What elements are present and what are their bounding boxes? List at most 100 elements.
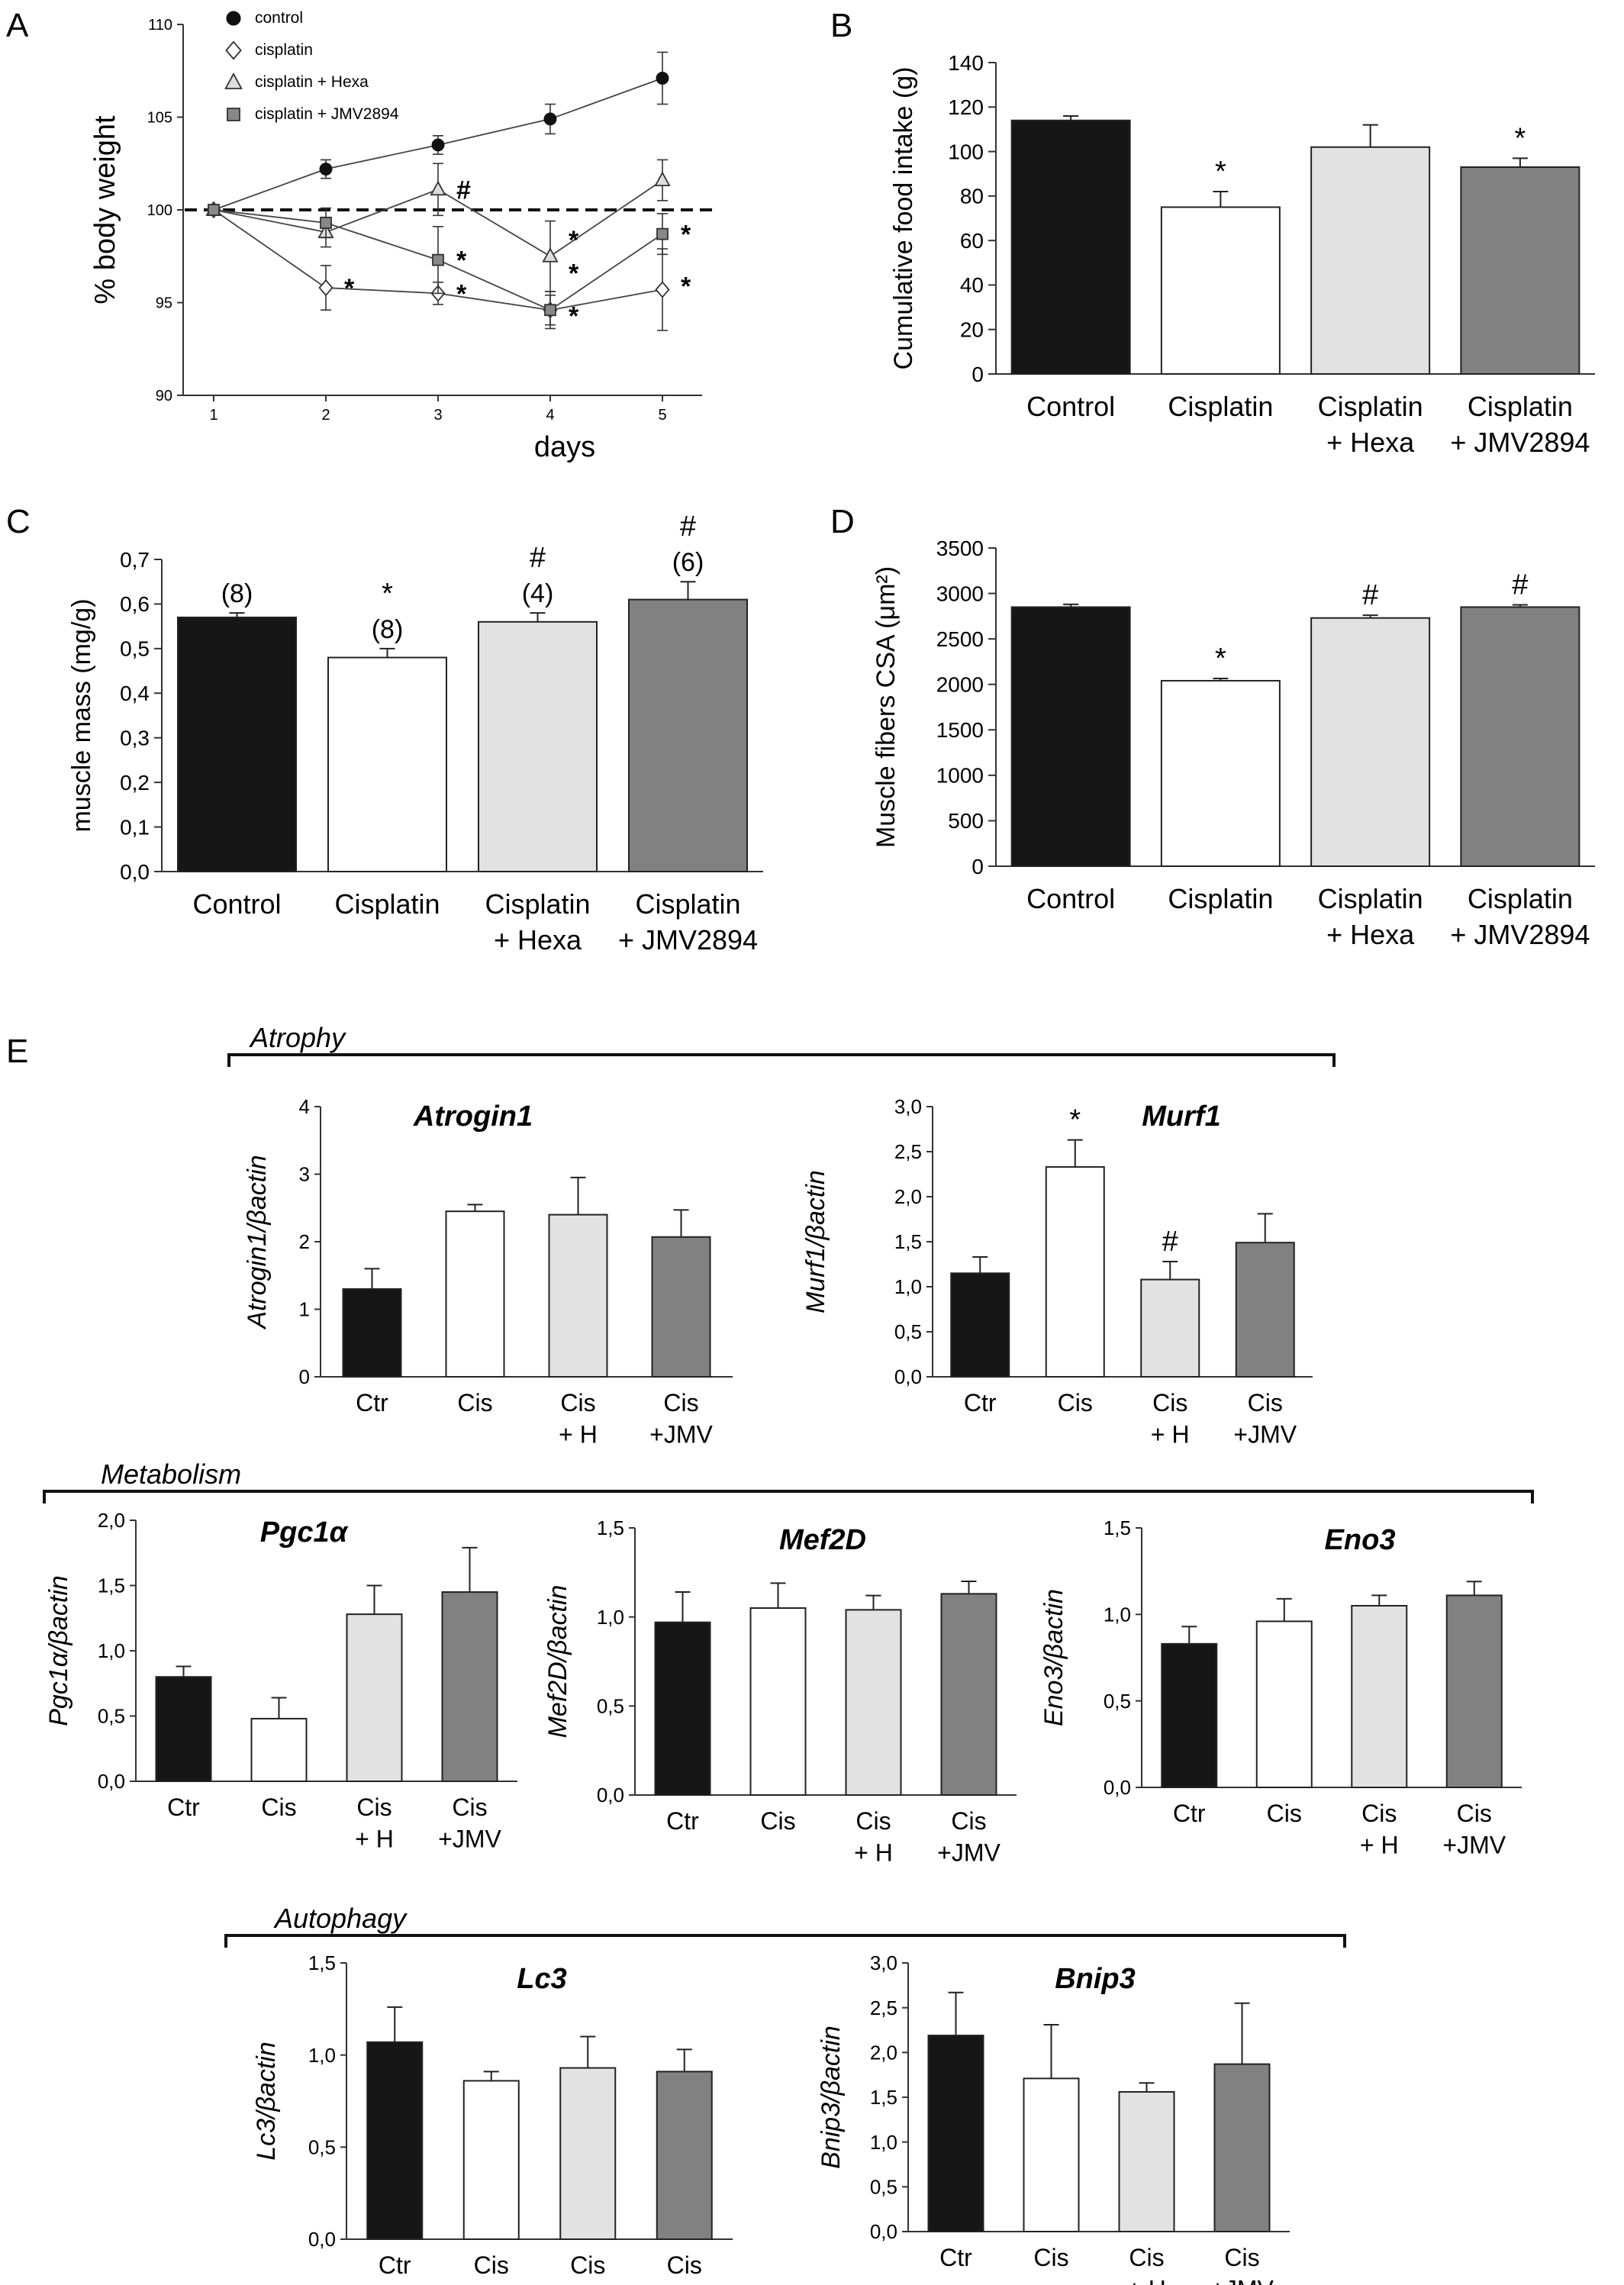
marker-circle (431, 138, 445, 152)
category-label: Cis+JMV (438, 1794, 501, 1853)
bar (548, 1213, 608, 1378)
y-tick-label: 0,5 (1104, 1690, 1131, 1713)
y-tick-label: 0,5 (308, 2135, 336, 2158)
category-label: Cis+JMV (1233, 1389, 1297, 1449)
y-tick-label: 1,5 (894, 1230, 922, 1253)
bar (1118, 2090, 1175, 2232)
y-tick-label: 1,0 (308, 2044, 336, 2067)
n-label: (8) (372, 615, 404, 644)
y-tick-label: 3,0 (894, 1095, 922, 1118)
category-label: Cisplatin (334, 888, 440, 920)
y-tick-label: 0,6 (120, 592, 150, 616)
category-label: Cisplatin + Hexa (485, 888, 590, 956)
marker-square (656, 227, 669, 240)
y-tick-label: 60 (960, 229, 984, 253)
marker-circle (319, 163, 333, 176)
y-tick-label: 90 (156, 388, 172, 404)
category-label: Cisplatin + Hexa (1318, 883, 1423, 950)
chart-title: Eno3 (1325, 1524, 1396, 1556)
significance-mark: * (382, 578, 393, 610)
marker-circle (656, 72, 669, 85)
significance-mark: * (456, 247, 467, 276)
bar (559, 2067, 617, 2241)
y-tick-label: 1,0 (1104, 1603, 1131, 1626)
marker-circle (543, 112, 557, 126)
metabolism-bracket: Metabolism (43, 1458, 1534, 1503)
legend-label: control (255, 9, 303, 27)
legend-label: cisplatin + Hexa (255, 73, 369, 91)
y-tick-label: 1,0 (98, 1639, 125, 1662)
y-axis-label: Lc3/βactin (252, 2042, 281, 2161)
bar (1161, 1642, 1218, 1789)
category-label: Cis+ H (355, 1794, 394, 1853)
y-tick-label: 0,0 (98, 1770, 125, 1793)
chart-b: 0 20 40 60 80 100 120 140 Cumulative food intake… (889, 51, 1595, 458)
y-tick-label: 2 (299, 1230, 310, 1253)
bar (1310, 617, 1431, 867)
y-tick-label: 2,0 (98, 1509, 125, 1532)
y-axis-label: Atrogin1/βactin (243, 1155, 272, 1329)
y-tick-label: 4 (299, 1095, 310, 1118)
y-axis-label: Murf1/βactin (801, 1170, 830, 1313)
y-tick-label: 0 (299, 1365, 310, 1388)
chart-e-murf1: 0,0 0,5 1,0 1,5 2,0 2,5 3,0 Murf1/βactin Murf1 Ct… (801, 1095, 1313, 1449)
category-label: Cis (1058, 1389, 1093, 1416)
significance-mark: # (456, 176, 471, 205)
category-label: Cisplatin (1168, 391, 1273, 422)
y-tick-label: 1,5 (597, 1516, 624, 1539)
bar (155, 1676, 212, 1782)
y-tick-label: 1,0 (597, 1606, 624, 1629)
bar (749, 1607, 807, 1796)
y-tick-label: 1500 (936, 718, 984, 742)
marker-square (227, 108, 240, 121)
y-tick-label: 0 (972, 855, 984, 878)
panel-letter-e: E (6, 1033, 28, 1070)
category-label: Control (1026, 391, 1115, 422)
category-label: Cis+ H (559, 1389, 598, 1449)
significance-mark: * (1215, 156, 1226, 188)
legend-label: cisplatin + JMV2894 (255, 105, 399, 123)
category-label: Cis (457, 1389, 492, 1416)
bar (628, 598, 748, 872)
bar (1010, 606, 1131, 867)
x-tick-label: 3 (433, 407, 442, 424)
category-label: Cis+ H (854, 1807, 893, 1867)
y-tick-label: 100 (147, 202, 172, 219)
category-label: Ctr (666, 1807, 699, 1835)
significance-mark: * (569, 302, 579, 331)
metabolism-label: Metabolism (101, 1458, 241, 1490)
significance-mark: # (680, 511, 696, 543)
significance-mark: * (569, 226, 579, 255)
y-axis-label: Cumulative food intake (g) (889, 67, 918, 370)
y-tick-label: 1,0 (870, 2131, 897, 2154)
y-tick-label: 0 (972, 363, 984, 386)
legend-label: cisplatin (255, 41, 313, 59)
atrophy-bracket: Atrophy (227, 1022, 1336, 1067)
y-tick-label: 0,7 (120, 548, 150, 572)
significance-mark: # (1362, 579, 1378, 611)
category-label: Cisplatin + JMV2894 (1450, 883, 1590, 950)
y-tick-label: 0,0 (870, 2220, 897, 2243)
bar (327, 656, 447, 872)
panel-letter-d: D (830, 503, 855, 540)
bar (1160, 679, 1281, 867)
bar (445, 1210, 505, 1378)
bar (651, 1236, 711, 1378)
marker-square (544, 304, 556, 317)
y-tick-label: 2,5 (870, 1997, 897, 2019)
bar (250, 1717, 308, 1782)
bar (1460, 606, 1580, 867)
marker-square (432, 253, 444, 266)
panel-letter-c: C (6, 503, 31, 540)
significance-mark: * (681, 272, 691, 301)
category-label: Cisplatin + JMV2894 (1450, 391, 1590, 458)
bar (1445, 1594, 1503, 1788)
chart-title: Bnip3 (1055, 1963, 1136, 1995)
y-tick-label: 0,5 (120, 637, 150, 661)
category-label: Cisplatin + Hexa (1318, 391, 1423, 458)
significance-mark: # (530, 542, 546, 574)
bar (441, 1591, 498, 1783)
y-tick-label: 2,5 (894, 1140, 922, 1163)
n-label: (4) (522, 579, 554, 608)
bar (654, 1621, 711, 1797)
